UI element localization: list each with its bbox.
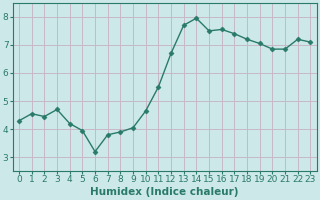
X-axis label: Humidex (Indice chaleur): Humidex (Indice chaleur) — [91, 187, 239, 197]
